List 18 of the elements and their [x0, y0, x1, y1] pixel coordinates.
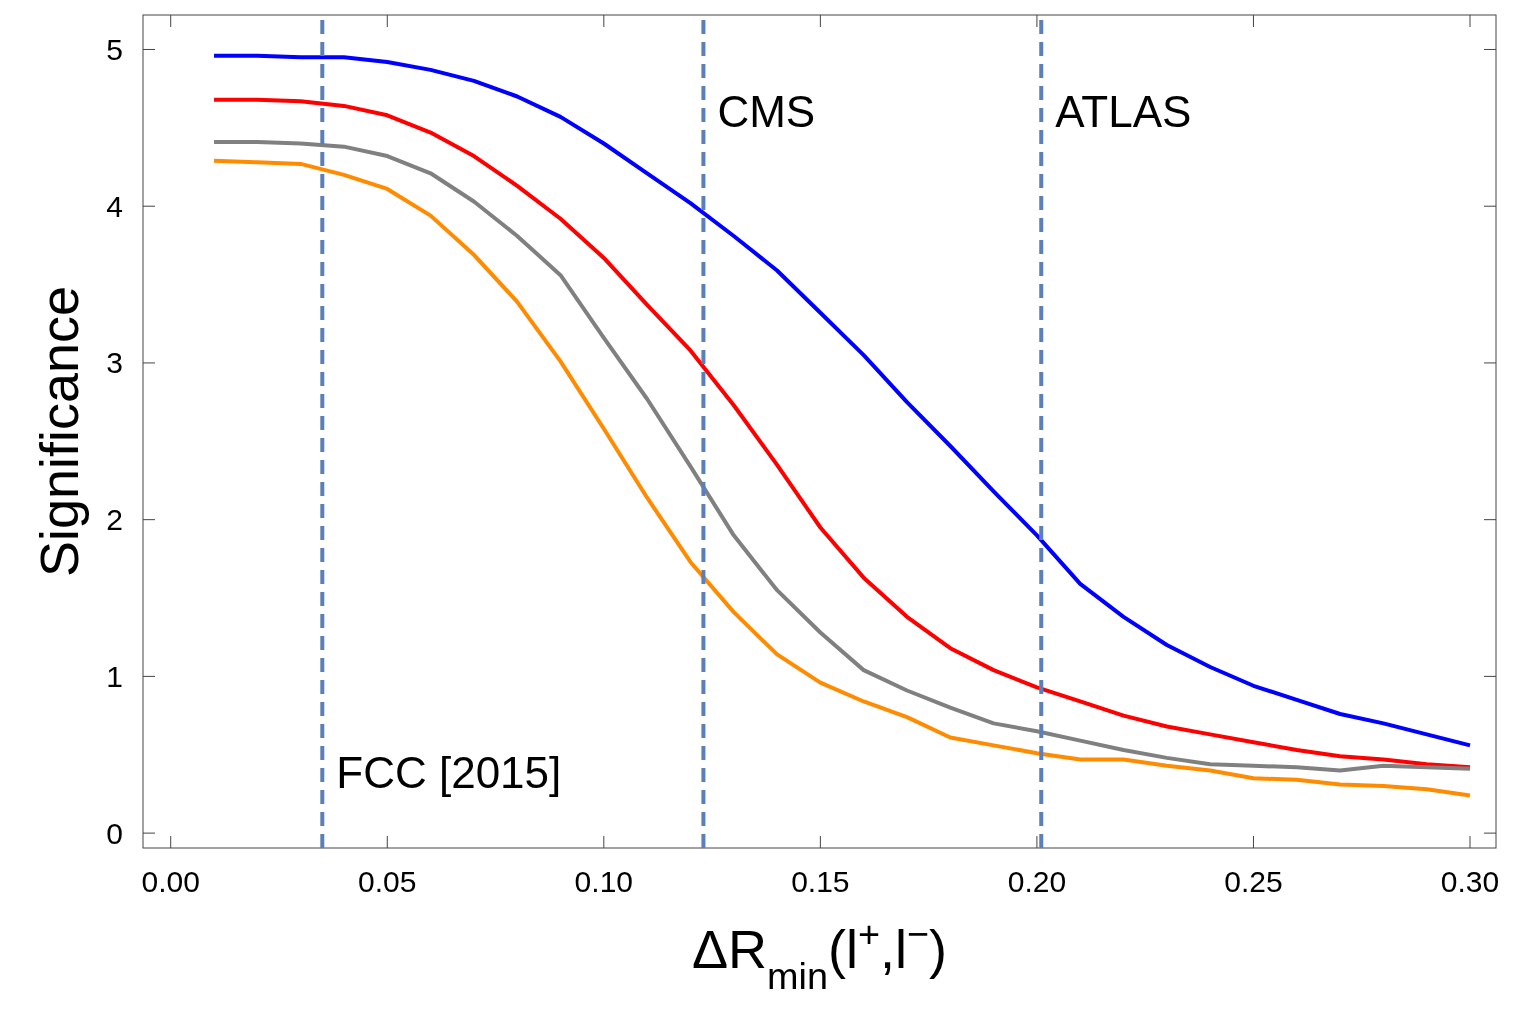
y-axis-title: Significance [29, 285, 89, 578]
x-axis-title: ΔR$_{min}$(l$^{+}$,l$^{−}$) [691, 913, 948, 997]
x-tick-label: 0.00 [141, 865, 200, 898]
y-tick-label: 4 [106, 189, 123, 223]
x-tick-label: 0.30 [1440, 865, 1500, 898]
x-tick-label: 0.20 [1007, 865, 1067, 898]
ref-line-label: FCC [2015] [336, 748, 562, 797]
x-tick-label: 0.25 [1224, 865, 1283, 898]
x-tick-label: 0.10 [574, 865, 634, 898]
ref-line-label: ATLAS [1055, 87, 1192, 136]
x-tick-label: 0.15 [791, 865, 850, 898]
x-tick-label: 0.05 [358, 865, 417, 898]
y-tick-label: 1 [106, 659, 123, 693]
y-tick-label: 2 [106, 503, 123, 537]
y-tick-label: 5 [106, 32, 123, 66]
y-tick-label: 3 [106, 346, 123, 380]
ref-line-label: CMS [717, 87, 816, 136]
y-tick-label: 0 [106, 816, 123, 850]
